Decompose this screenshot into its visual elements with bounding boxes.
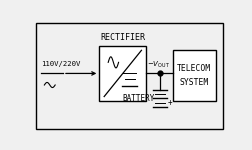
Text: +: +: [167, 98, 172, 107]
Text: BATTERY: BATTERY: [122, 94, 154, 103]
Bar: [172, 50, 215, 101]
Text: SYSTEM: SYSTEM: [179, 78, 208, 87]
Text: $-V_{\mathregular{OUT}}$: $-V_{\mathregular{OUT}}$: [147, 60, 170, 70]
Text: TELECOM: TELECOM: [177, 64, 211, 73]
Bar: [99, 46, 146, 101]
Text: RECTIFIER: RECTIFIER: [100, 33, 145, 42]
Text: 110V/220V: 110V/220V: [41, 61, 80, 67]
